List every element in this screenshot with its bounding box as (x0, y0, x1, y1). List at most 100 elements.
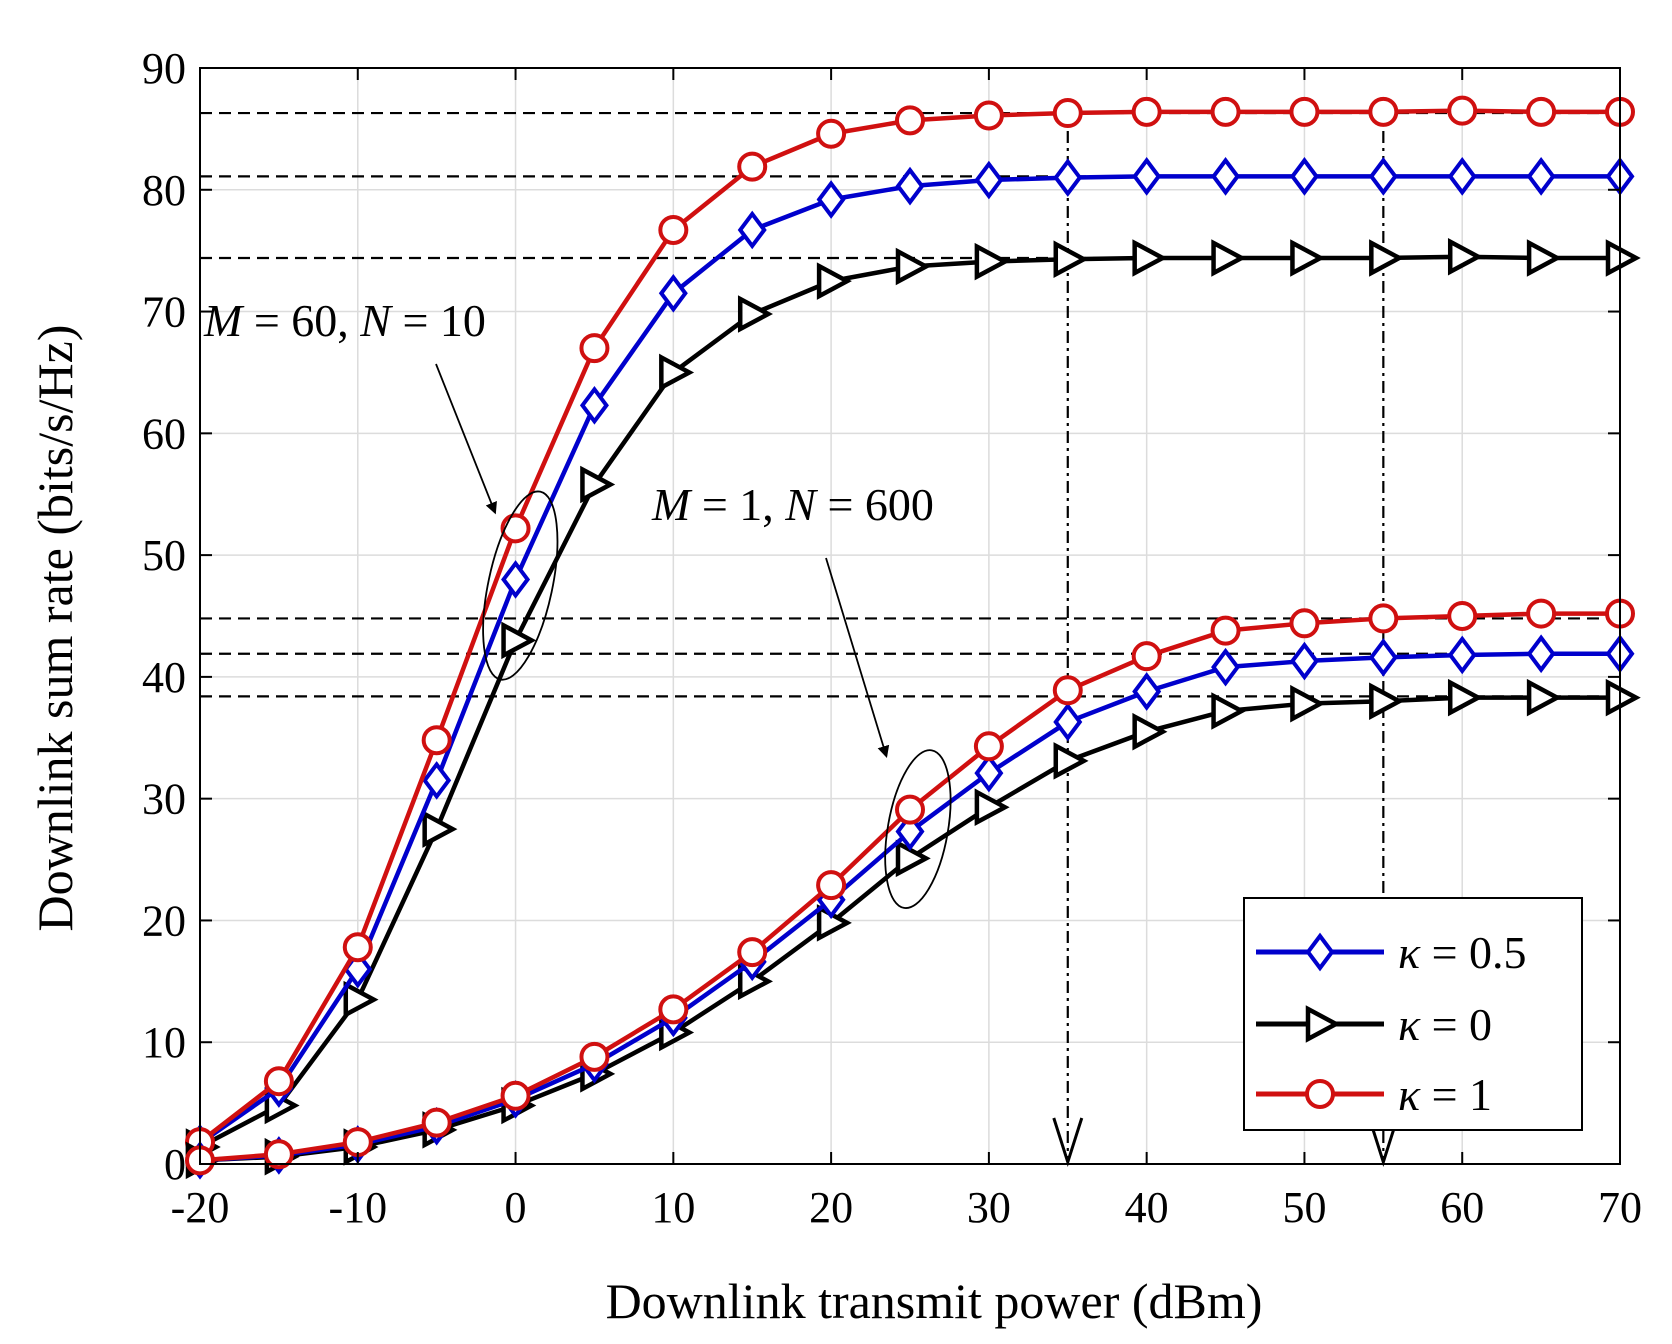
y-tick-label: 70 (142, 288, 186, 337)
legend-marker (1305, 1079, 1335, 1109)
legend-label-2: κ = 1 (1398, 1069, 1492, 1120)
data-point (895, 794, 925, 825)
reference-arrow-head (1052, 1117, 1084, 1167)
data-point (1447, 157, 1477, 196)
y-tick-label: 40 (142, 653, 186, 702)
y-tick-label: 0 (164, 1140, 186, 1189)
series-group (185, 95, 1641, 1180)
data-point (342, 932, 373, 963)
y-tick-label: 60 (142, 409, 186, 458)
data-point (658, 214, 689, 245)
data-point (1289, 157, 1319, 196)
data-point (422, 810, 458, 848)
legend-marker (1305, 932, 1335, 972)
legend-entry-0 (1256, 932, 1384, 972)
annotation-arrow-low (825, 557, 890, 758)
data-point (1052, 98, 1083, 129)
data-point (1526, 157, 1556, 196)
data-point (1447, 237, 1483, 276)
x-tick-label: 20 (809, 1183, 853, 1232)
reference-arrow-head (1367, 1117, 1399, 1167)
data-point (895, 247, 931, 286)
y-tick-label: 80 (142, 166, 186, 215)
x-tick-label: 30 (967, 1183, 1011, 1232)
data-point (1289, 96, 1320, 127)
data-point (1289, 641, 1319, 681)
data-point (658, 273, 688, 313)
legend: κ = 0.5 κ = 0 κ = 1 (1243, 897, 1583, 1131)
y-tick-label: 90 (142, 44, 186, 93)
data-point (579, 333, 610, 364)
legend-marker (1305, 1005, 1341, 1043)
x-axis-label: Downlink transmit power (dBm) (606, 1273, 1263, 1329)
data-point (263, 1066, 294, 1097)
data-point (1605, 239, 1641, 277)
annotation-high-m-value: = 60, (242, 295, 360, 346)
x-tick-label: -10 (328, 1183, 387, 1232)
legend-entries (1256, 932, 1384, 1109)
data-point (1368, 157, 1398, 196)
annotation-low-n: N (784, 479, 818, 530)
annotation-ellipse-high (482, 490, 559, 681)
data-point (974, 753, 1004, 793)
data-point (501, 560, 531, 599)
data-point (1052, 675, 1083, 706)
legend-label-1: κ = 0 (1398, 999, 1492, 1050)
data-point (421, 725, 452, 756)
x-tick-label: 0 (505, 1183, 527, 1232)
x-tick-label: -20 (171, 1183, 230, 1232)
data-point (422, 761, 452, 800)
data-point (1526, 634, 1556, 674)
data-point (1211, 647, 1241, 687)
data-point (974, 242, 1010, 281)
data-point (1369, 682, 1405, 721)
data-point (1290, 684, 1326, 723)
data-point (1369, 239, 1405, 277)
data-point (895, 812, 925, 851)
annotation-high-n-value: = 10 (391, 295, 486, 346)
data-point (1526, 239, 1562, 277)
y-tick-label: 20 (142, 896, 186, 945)
svg-text:M = 1, N = 600: M = 1, N = 600 (651, 479, 934, 530)
data-point (737, 151, 768, 182)
series-2 (185, 95, 1635, 1158)
data-point (895, 839, 931, 878)
data-point (1526, 598, 1557, 629)
data-point (1132, 672, 1162, 711)
data-point (1053, 158, 1083, 197)
axes-box (199, 67, 1621, 1165)
data-point (500, 513, 531, 544)
data-point (1526, 678, 1562, 717)
x-tick-label: 10 (651, 1183, 695, 1232)
data-point (1526, 96, 1557, 127)
data-point (1290, 239, 1326, 277)
data-point (1053, 240, 1089, 278)
data-point (579, 1041, 610, 1072)
data-point (1131, 641, 1162, 672)
x-tick-label: 60 (1440, 1183, 1484, 1232)
data-point (1132, 239, 1168, 277)
data-point (1447, 601, 1478, 631)
legend-box (1243, 897, 1583, 1131)
data-point (1368, 603, 1399, 634)
y-axis-label: Downlink sum rate (bits/s/Hz) (27, 325, 83, 932)
annotation-high: M = 60, N = 10 (203, 295, 486, 346)
data-point (343, 980, 379, 1019)
data-point (579, 385, 609, 425)
x-tick-label: 50 (1282, 1183, 1326, 1232)
data-point (1132, 157, 1162, 196)
data-point (342, 1127, 373, 1158)
annotation-low: M = 1, N = 600 (651, 479, 934, 530)
data-point (501, 621, 537, 660)
svg-text:M = 60, N = 10: M = 60, N = 10 (203, 295, 486, 346)
data-point (895, 166, 925, 206)
annotation-low-n-value: = 600 (816, 479, 934, 530)
data-point (1368, 638, 1398, 677)
series-1 (185, 237, 1641, 1166)
data-point (1289, 608, 1320, 639)
data-point (973, 100, 1004, 131)
annotation-shapes (435, 363, 952, 909)
data-point (974, 788, 1010, 826)
data-point (1447, 678, 1483, 717)
